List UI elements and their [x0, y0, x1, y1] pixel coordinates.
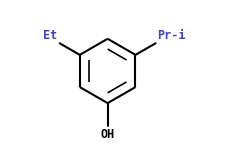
- Text: Et: Et: [44, 29, 58, 42]
- Text: Pr-i: Pr-i: [158, 29, 186, 42]
- Text: OH: OH: [101, 128, 115, 141]
